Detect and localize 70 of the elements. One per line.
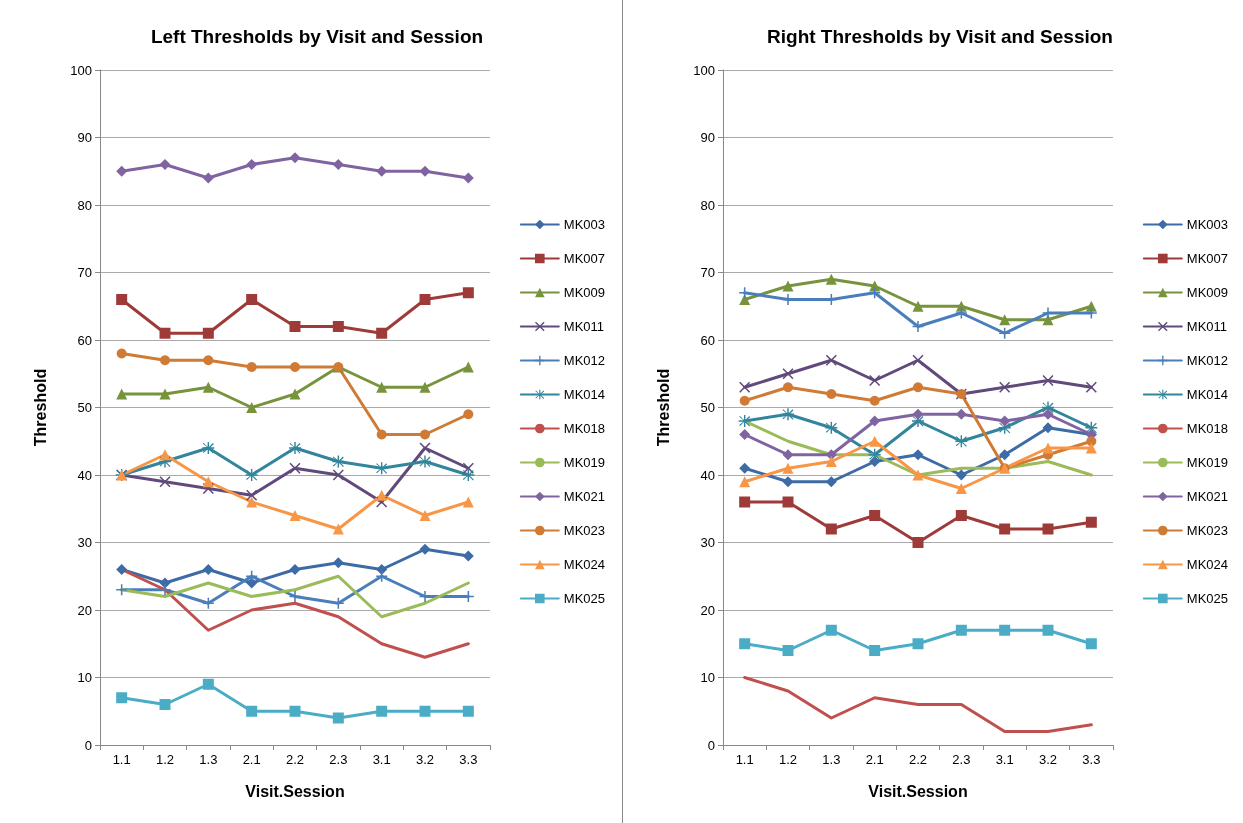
y-tick-label: 80	[77, 197, 92, 213]
legend-label: MK019	[1186, 455, 1229, 470]
y-tick-label: 10	[700, 670, 715, 685]
y-tick-label: 0	[707, 737, 715, 753]
x-tick-label: 1.3	[199, 752, 218, 767]
legend-label: MK018	[1186, 421, 1229, 436]
x-tick-label: 3.3	[459, 752, 478, 767]
legend-label: MK018	[563, 421, 606, 436]
x-tick-label: 2.1	[242, 752, 261, 767]
legend-label: MK003	[1186, 217, 1229, 232]
x-tick-label: 2.2	[285, 752, 305, 767]
y-tick-label: 100	[70, 62, 92, 78]
legend-label: MK021	[563, 489, 606, 504]
x-tick-label: 1.2	[155, 752, 175, 767]
y-tick-label: 10	[77, 670, 92, 685]
legend-label: MK023	[563, 523, 606, 538]
legend-label: MK007	[563, 251, 606, 266]
y-tick-label: 30	[77, 535, 92, 550]
y-tick-label: 50	[77, 400, 92, 415]
y-axis-title: Threshold	[31, 368, 49, 447]
x-tick-label: 3.1	[995, 752, 1014, 767]
y-tick-label: 70	[77, 265, 92, 280]
legend-label: MK023	[1186, 523, 1229, 538]
y-tick-label: 50	[700, 400, 715, 415]
y-tick-label: 60	[77, 332, 92, 348]
legend-label: MK019	[563, 455, 606, 470]
legend-label: MK024	[563, 557, 606, 572]
legend-label: MK009	[1186, 285, 1229, 300]
chart-title: Right Thresholds by Visit and Session	[767, 26, 1113, 47]
legend-label: MK012	[563, 353, 606, 368]
x-tick-label: 1.3	[822, 752, 841, 767]
legend-label: MK014	[563, 387, 606, 402]
y-axis-title: Threshold	[654, 368, 672, 447]
y-tick-label: 20	[700, 602, 715, 618]
x-tick-label: 1.2	[778, 752, 798, 767]
y-tick-label: 90	[77, 130, 92, 145]
x-axis-title: Visit.Session	[868, 782, 968, 800]
legend-label: MK014	[1186, 387, 1229, 402]
y-tick-label: 80	[700, 197, 715, 213]
legend-label: MK011	[1186, 319, 1228, 334]
y-tick-label: 40	[77, 467, 92, 483]
y-tick-label: 70	[700, 265, 715, 280]
x-tick-label: 3.2	[1038, 752, 1058, 767]
legend-label: MK025	[1186, 591, 1229, 606]
x-tick-label: 2.3	[952, 752, 971, 767]
x-tick-label: 2.1	[865, 752, 884, 767]
x-tick-label: 3.1	[372, 752, 391, 767]
legend-label: MK003	[563, 217, 606, 232]
legend-label: MK012	[1186, 353, 1229, 368]
chart-title: Left Thresholds by Visit and Session	[150, 26, 484, 47]
legend-label: MK007	[1186, 251, 1229, 266]
x-tick-label: 1.1	[735, 752, 754, 767]
x-tick-label: 3.2	[415, 752, 435, 767]
legend-label: MK025	[563, 591, 606, 606]
x-tick-label: 1.1	[112, 752, 131, 767]
legend-label: MK024	[1186, 557, 1229, 572]
y-tick-label: 60	[700, 332, 715, 348]
legend-label: MK021	[1186, 489, 1229, 504]
x-tick-label: 3.3	[1082, 752, 1101, 767]
legend-label: MK011	[563, 319, 605, 334]
y-tick-label: 100	[693, 62, 715, 78]
x-axis-title: Visit.Session	[245, 782, 345, 800]
y-tick-label: 20	[77, 602, 92, 618]
y-tick-label: 30	[700, 535, 715, 550]
y-tick-label: 0	[84, 737, 92, 753]
x-tick-label: 2.2	[908, 752, 928, 767]
y-tick-label: 90	[700, 130, 715, 145]
y-tick-label: 40	[700, 467, 715, 483]
x-tick-label: 2.3	[329, 752, 348, 767]
legend-label: MK009	[563, 285, 606, 300]
